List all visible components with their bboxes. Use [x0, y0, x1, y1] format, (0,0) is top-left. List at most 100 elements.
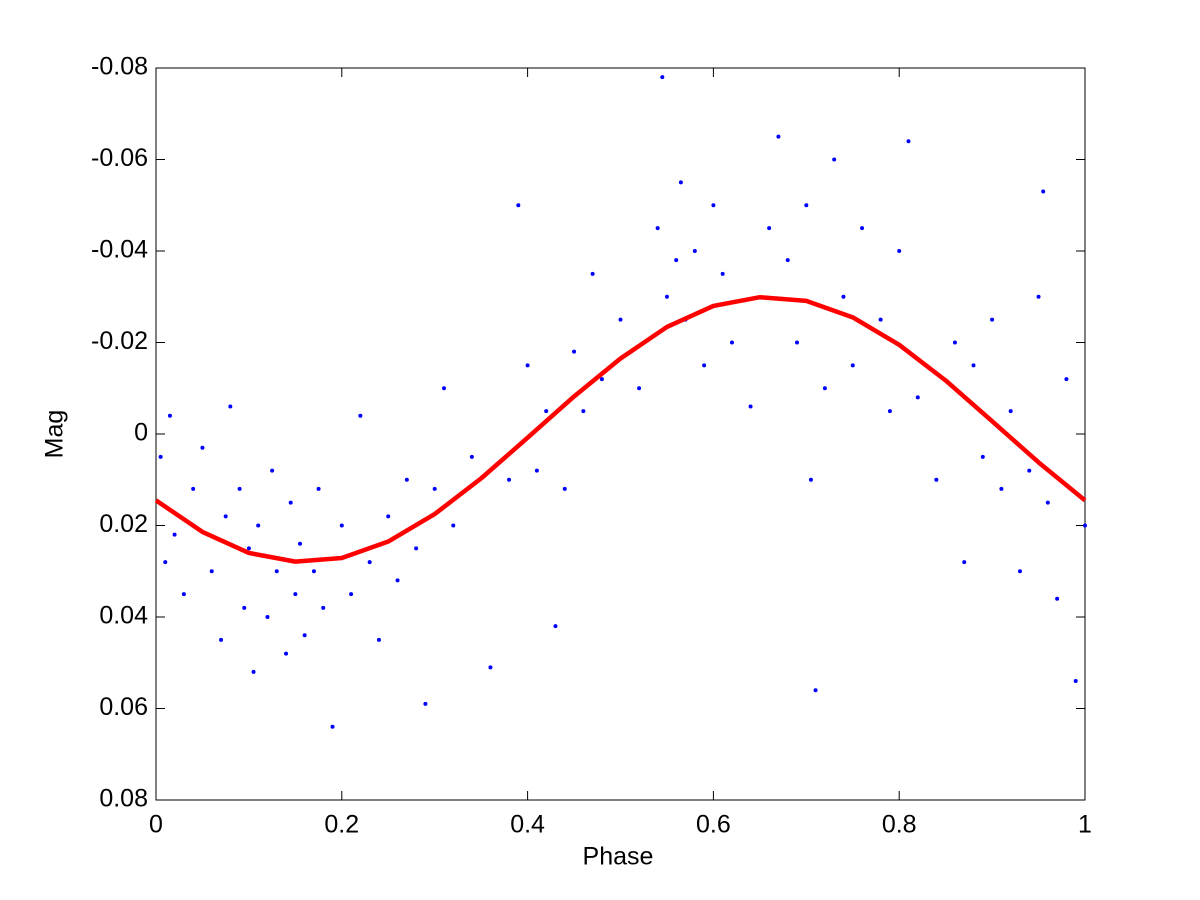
data-point	[990, 317, 995, 322]
data-point	[999, 486, 1004, 491]
data-point	[678, 180, 683, 185]
data-point	[1008, 409, 1013, 414]
data-point	[1055, 596, 1060, 601]
data-point	[850, 363, 855, 368]
data-point	[1064, 377, 1069, 382]
data-point	[297, 541, 302, 546]
y-tick-label: -0.06	[91, 144, 148, 172]
data-point	[395, 578, 400, 583]
data-point	[860, 226, 865, 231]
data-point	[664, 294, 669, 299]
data-point	[223, 514, 228, 519]
x-tick-label: 0.2	[324, 811, 359, 839]
data-point	[748, 404, 753, 409]
fit-curve	[154, 294, 1087, 564]
data-point	[209, 569, 214, 574]
data-point	[321, 605, 326, 610]
data-point	[618, 317, 623, 322]
data-point	[711, 203, 716, 208]
data-point	[404, 477, 409, 482]
data-point	[251, 669, 256, 674]
data-point	[729, 340, 734, 345]
data-point	[952, 340, 957, 345]
x-tick-label: 1	[1078, 811, 1092, 839]
data-point	[980, 454, 985, 459]
data-point	[544, 409, 549, 414]
data-point	[265, 615, 270, 619]
data-point	[841, 294, 846, 299]
data-point	[228, 404, 233, 409]
data-point	[832, 157, 837, 162]
data-point	[386, 514, 391, 519]
data-point	[158, 454, 163, 459]
y-axis-label: Mag	[41, 410, 69, 459]
data-point	[720, 271, 725, 276]
x-axis-label: Phase	[583, 843, 654, 871]
y-tick-label: -0.08	[91, 53, 148, 81]
data-point	[906, 139, 911, 144]
data-point	[256, 523, 261, 528]
data-point	[915, 395, 920, 400]
data-point	[637, 386, 642, 391]
data-point	[971, 363, 976, 368]
data-point	[1073, 679, 1078, 684]
x-tick-label: 0.6	[696, 811, 731, 839]
data-point	[441, 386, 446, 391]
data-point	[785, 258, 790, 263]
data-point	[702, 363, 707, 368]
data-point	[432, 486, 437, 491]
data-point	[1036, 294, 1041, 299]
data-point	[339, 523, 344, 528]
data-point	[822, 386, 827, 391]
data-point	[562, 486, 567, 491]
data-point	[181, 592, 186, 597]
data-point	[316, 486, 321, 491]
data-point	[1041, 189, 1046, 194]
y-tick-label: -0.02	[91, 327, 148, 355]
data-point	[692, 249, 697, 253]
data-point	[293, 592, 298, 597]
data-point	[246, 546, 251, 551]
data-point	[962, 560, 967, 565]
data-point	[553, 624, 558, 629]
data-point	[311, 569, 316, 574]
data-point	[804, 203, 809, 208]
data-point	[414, 546, 419, 551]
data-point	[330, 724, 335, 729]
data-point	[242, 605, 247, 610]
y-tick-label: 0.06	[99, 693, 148, 721]
y-tick-label: -0.04	[91, 236, 148, 264]
data-point	[423, 701, 428, 706]
data-point	[376, 637, 381, 642]
data-point	[367, 560, 372, 565]
data-point	[572, 349, 577, 354]
data-point	[599, 377, 604, 382]
data-point	[302, 633, 307, 638]
data-point	[813, 688, 818, 693]
data-point	[1017, 569, 1022, 574]
plot-frame	[155, 67, 1086, 801]
data-point	[507, 477, 512, 482]
data-point	[776, 134, 781, 139]
data-point	[200, 445, 205, 450]
data-point	[525, 363, 530, 368]
data-point	[878, 317, 883, 322]
data-point	[674, 258, 679, 263]
data-point	[488, 665, 493, 670]
data-point	[1027, 468, 1032, 473]
data-point	[237, 486, 242, 491]
y-tick-label: 0	[134, 419, 148, 447]
data-point	[167, 413, 172, 418]
data-point	[581, 409, 586, 414]
data-point	[655, 226, 660, 231]
data-point	[887, 409, 892, 414]
data-point	[934, 477, 939, 482]
y-tick-label: 0.04	[99, 602, 148, 630]
x-tick-label: 0	[149, 811, 163, 839]
data-point	[172, 532, 177, 537]
data-point	[534, 468, 539, 473]
y-tick-label: 0.02	[99, 510, 148, 538]
data-point	[1045, 500, 1050, 505]
data-point	[767, 226, 772, 231]
data-point	[191, 486, 196, 491]
